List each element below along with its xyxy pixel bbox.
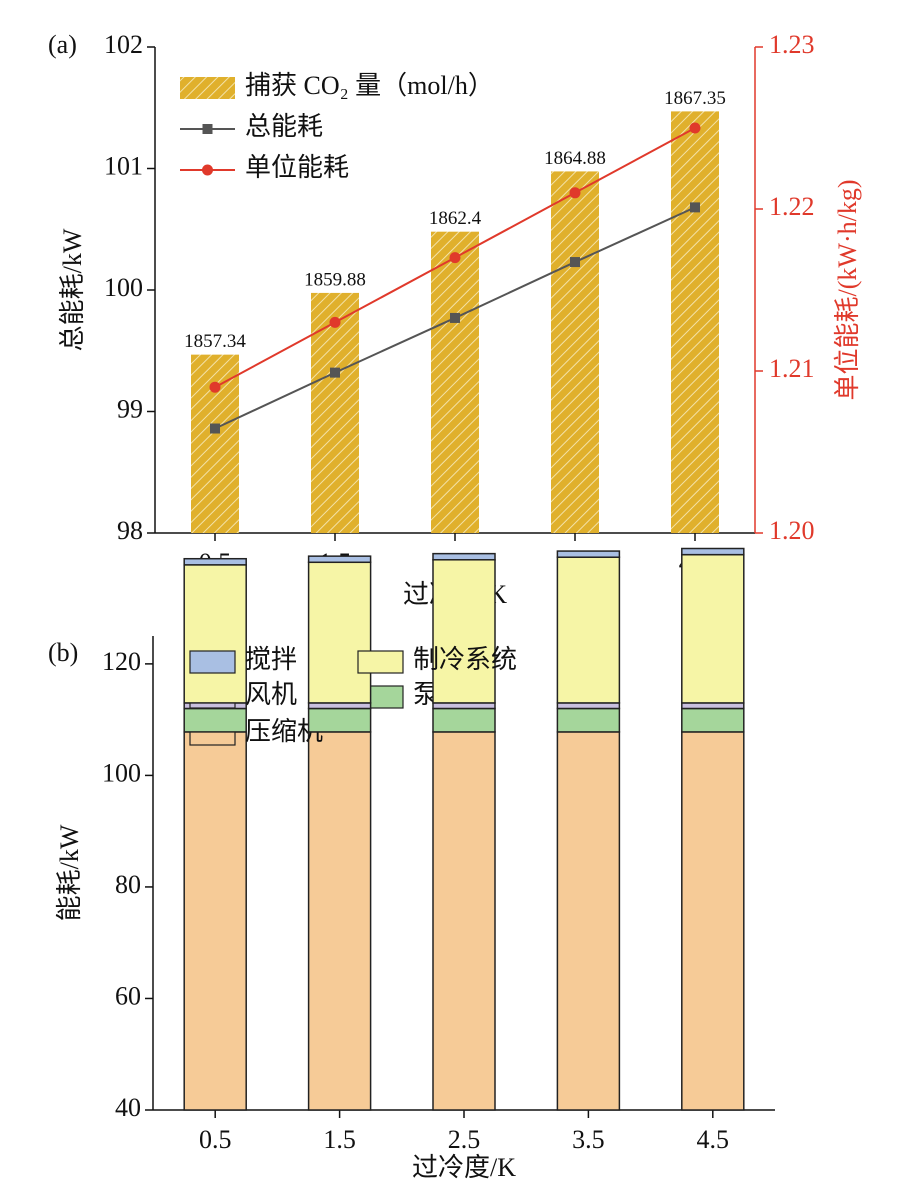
value-label: 1857.34 bbox=[184, 331, 246, 352]
y-tick-label: 100 bbox=[102, 758, 141, 787]
bar-segment bbox=[432, 559, 496, 704]
x-tick-label: 1.5 bbox=[323, 1125, 356, 1154]
y2-tick-label: 1.22 bbox=[769, 192, 815, 221]
x-tick-label: 4.5 bbox=[697, 1125, 730, 1154]
bar bbox=[671, 111, 719, 534]
legend-label: 风机 bbox=[245, 680, 297, 709]
bar-segment bbox=[556, 707, 621, 733]
y-tick-label: 100 bbox=[104, 273, 143, 302]
bar-segment bbox=[681, 702, 745, 710]
legend-label: 搅拌 bbox=[245, 645, 297, 674]
y-axis-label: 能耗/kW bbox=[55, 824, 84, 921]
y-tick-label: 98 bbox=[117, 516, 143, 545]
marker bbox=[329, 316, 341, 328]
bar-segment bbox=[556, 702, 621, 710]
marker bbox=[690, 202, 700, 213]
bar-segment bbox=[307, 707, 372, 733]
value-label: 1862.4 bbox=[429, 208, 482, 229]
x-tick-label: 2.5 bbox=[448, 1125, 481, 1154]
bar-segment bbox=[183, 557, 247, 566]
legend-label: 捕获 CO₂ 量（mol/h） bbox=[245, 71, 494, 100]
legend-swatch bbox=[357, 650, 404, 674]
bar bbox=[431, 231, 479, 533]
marker bbox=[449, 252, 461, 264]
y-tick-label: 101 bbox=[104, 151, 143, 180]
y-tick-label: 80 bbox=[115, 870, 141, 899]
y2-axis-label: 单位能耗/(kW·h/kg) bbox=[833, 180, 862, 401]
bar-segment bbox=[556, 550, 621, 558]
bar-segment bbox=[556, 731, 621, 1111]
y-tick-label: 120 bbox=[102, 647, 141, 676]
x-tick-label: 0.5 bbox=[199, 1125, 232, 1154]
marker bbox=[209, 381, 221, 393]
value-label: 1859.88 bbox=[304, 269, 366, 290]
bar bbox=[551, 171, 599, 533]
y-tick-label: 60 bbox=[115, 981, 141, 1010]
y2-tick-label: 1.20 bbox=[769, 516, 815, 545]
y2-tick-label: 1.21 bbox=[769, 354, 815, 383]
marker bbox=[570, 257, 580, 268]
legend-label: 总能耗 bbox=[245, 112, 323, 141]
bar-segment bbox=[307, 731, 372, 1111]
legend-marker bbox=[202, 164, 213, 176]
bar-segment bbox=[556, 556, 621, 704]
value-label: 1867.35 bbox=[664, 88, 726, 109]
bar-segment bbox=[681, 547, 745, 556]
bar-segment bbox=[307, 702, 372, 710]
panel-label: (b) bbox=[48, 638, 78, 667]
y-tick-label: 40 bbox=[115, 1093, 141, 1122]
bar-segment bbox=[307, 561, 372, 704]
marker bbox=[689, 122, 701, 134]
panel-label: (a) bbox=[48, 30, 77, 59]
legend-swatch bbox=[189, 650, 236, 674]
bar bbox=[311, 292, 359, 533]
marker bbox=[569, 187, 581, 199]
x-axis-label: 过冷度/K bbox=[412, 1153, 516, 1182]
value-label: 1864.88 bbox=[544, 148, 606, 169]
marker bbox=[210, 423, 220, 434]
bar bbox=[191, 354, 239, 533]
y-tick-label: 102 bbox=[104, 30, 143, 59]
marker bbox=[450, 312, 460, 323]
bar-segment bbox=[307, 555, 372, 564]
bar-segment bbox=[183, 707, 247, 733]
y-axis-label: 总能耗/kW bbox=[58, 228, 87, 351]
legend-label: 单位能耗 bbox=[245, 153, 349, 182]
bar-segment bbox=[681, 553, 745, 704]
bar-segment bbox=[681, 731, 745, 1111]
marker bbox=[330, 367, 340, 378]
bar-segment bbox=[183, 564, 247, 704]
y2-tick-label: 1.23 bbox=[769, 30, 815, 59]
bar-segment bbox=[432, 731, 496, 1111]
legend-swatch bbox=[180, 77, 235, 99]
x-tick-label: 3.5 bbox=[572, 1125, 605, 1154]
y-tick-label: 99 bbox=[117, 394, 143, 423]
bar-segment bbox=[432, 702, 496, 710]
bar-segment bbox=[432, 552, 496, 561]
legend-marker bbox=[202, 124, 213, 134]
bar-segment bbox=[681, 707, 745, 733]
legend-label: 制冷系统 bbox=[413, 645, 517, 674]
bar-segment bbox=[432, 707, 496, 733]
bar-segment bbox=[183, 731, 247, 1111]
